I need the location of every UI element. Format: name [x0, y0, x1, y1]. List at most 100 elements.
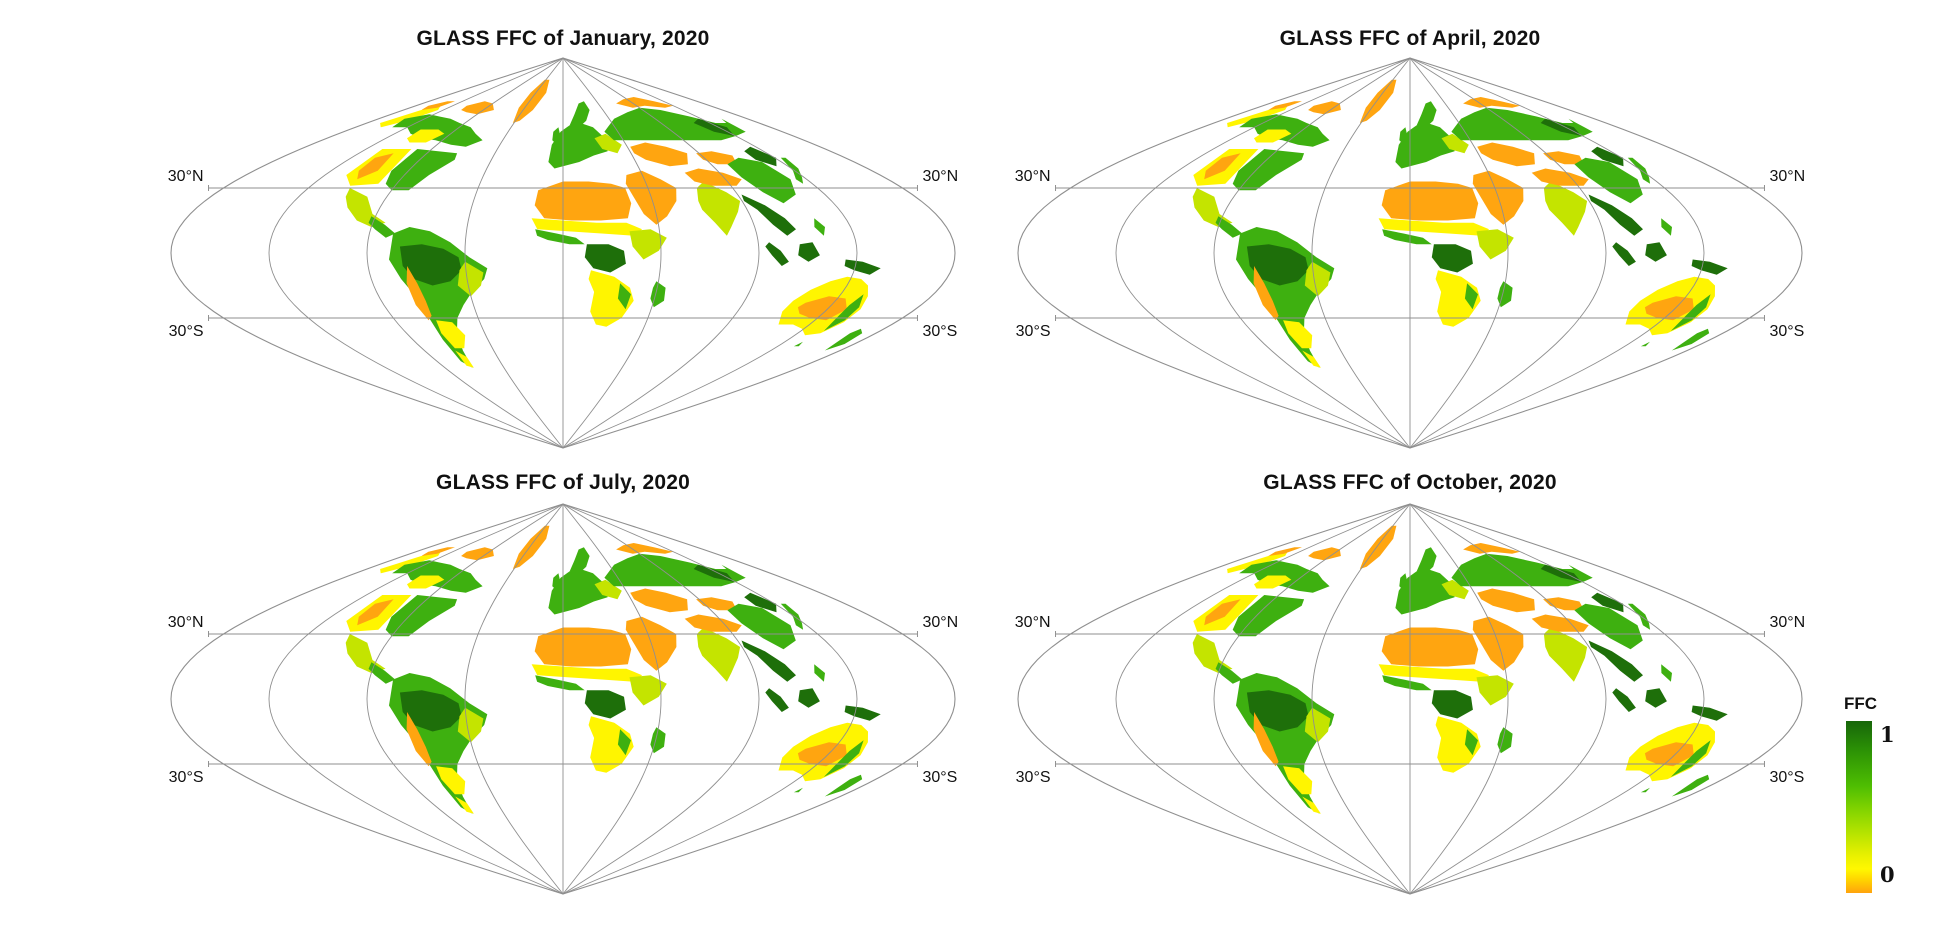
meridian-line: [1409, 503, 1509, 895]
region-british-isles: [1399, 127, 1408, 143]
region-tibet: [1531, 614, 1589, 632]
region-europe: [1395, 569, 1455, 615]
region-tasmania: [793, 341, 803, 347]
region-alaska-north-tundra: [1268, 547, 1302, 556]
region-australia-east-coast: [1670, 740, 1711, 777]
meridian-line: [1311, 57, 1411, 449]
meridian-line: [1115, 57, 1411, 449]
region-west-africa: [535, 675, 585, 691]
panel-title-october: GLASS FFC of October, 2020: [1263, 471, 1557, 494]
region-south-america: [1236, 227, 1335, 368]
region-canada-boreal: [392, 114, 483, 147]
region-patagonia: [1302, 350, 1321, 368]
region-korea-manchuria: [1591, 592, 1624, 613]
region-amazon: [399, 244, 462, 286]
region-philippines: [814, 664, 825, 682]
meridian-line: [562, 57, 662, 449]
ffc-legend: FFC 1 0: [1838, 694, 1946, 904]
region-tibet: [684, 614, 742, 632]
region-madagascar: [1497, 281, 1513, 308]
region-russia-tundra: [616, 543, 674, 554]
meridian-line: [562, 503, 662, 895]
region-india: [696, 627, 741, 682]
region-central-america: [368, 662, 396, 684]
region-south-america: [389, 227, 488, 368]
region-alaska-yukon: [1227, 105, 1288, 128]
region-australia-outback: [1644, 296, 1694, 321]
region-canada-tundra: [461, 101, 494, 115]
lat-label-30n-right: 30°N: [1769, 168, 1805, 185]
region-india: [1543, 181, 1588, 236]
region-new-guinea: [844, 705, 881, 721]
panel-title-july: GLASS FFC of July, 2020: [436, 471, 690, 494]
region-philippines: [814, 218, 825, 236]
meridian-line: [1409, 57, 1607, 449]
region-sumatra: [1612, 242, 1636, 266]
region-middle-east: [1472, 170, 1524, 225]
region-andes: [1253, 712, 1279, 767]
region-middle-east: [1472, 616, 1524, 671]
region-alaska-yukon: [380, 551, 441, 574]
region-us-east: [385, 149, 458, 191]
region-us-west: [1193, 149, 1259, 186]
region-siberia-taiga: [1451, 553, 1593, 587]
meridian-line: [366, 503, 564, 895]
region-philippines: [1661, 664, 1672, 682]
region-siberia-far-east: [693, 564, 735, 582]
region-siberia-far-east: [693, 118, 735, 136]
region-siberia-taiga: [604, 553, 746, 587]
region-canada-tundra: [461, 547, 494, 561]
region-west-africa: [1382, 229, 1432, 245]
map-july: 30°N 30°N 30°S 30°S: [168, 503, 958, 895]
lat-label-30n-right: 30°N: [922, 614, 958, 631]
legend-max-label: 1: [1880, 722, 1895, 747]
region-new-guinea: [1691, 705, 1728, 721]
region-greenland: [1359, 79, 1397, 123]
meridian-line: [1409, 503, 1705, 895]
region-russia-tundra: [616, 97, 674, 108]
region-west-africa: [1382, 675, 1432, 691]
region-mexico: [345, 188, 386, 227]
region-brazil-east: [457, 707, 484, 743]
region-southern-africa: [588, 270, 634, 327]
meridian-line: [1213, 503, 1411, 895]
region-tibet: [684, 168, 742, 186]
region-greenland: [1359, 525, 1397, 569]
region-siberia-taiga: [1451, 107, 1593, 141]
region-korea-manchuria: [744, 146, 777, 167]
meridian-line: [170, 57, 564, 449]
meridian-line: [464, 503, 564, 895]
region-canada-prairie: [407, 129, 445, 143]
region-alaska-yukon: [380, 105, 441, 128]
meridian-line: [562, 57, 760, 449]
region-new-zealand: [824, 328, 863, 351]
region-us-rockies: [1204, 599, 1241, 626]
region-gobi: [696, 597, 738, 611]
region-alaska-north-tundra: [421, 547, 455, 556]
meridian-line: [1409, 503, 1607, 895]
lat-label-30s-left: 30°S: [169, 769, 204, 786]
lat-label-30n-left: 30°N: [168, 614, 204, 631]
region-borneo: [798, 688, 820, 708]
region-us-rockies: [1204, 153, 1241, 180]
region-korea-manchuria: [744, 592, 777, 613]
region-argentina: [436, 320, 466, 349]
region-us-rockies: [357, 153, 394, 180]
region-patagonia: [455, 796, 474, 814]
region-china-east: [1574, 603, 1643, 650]
region-canada-tundra: [1308, 547, 1341, 561]
region-central-america: [1215, 662, 1243, 684]
region-east-africa: [1476, 229, 1514, 260]
region-east-africa: [1476, 675, 1514, 706]
region-canada-prairie: [407, 575, 445, 589]
region-southern-africa: [1435, 716, 1481, 773]
region-russia-tundra: [1463, 97, 1521, 108]
region-southeast-asia: [741, 640, 796, 682]
lat-label-30n-right: 30°N: [1769, 614, 1805, 631]
region-new-zealand: [824, 774, 863, 797]
lat-label-30s-right: 30°S: [1769, 323, 1804, 340]
region-british-isles: [552, 573, 561, 589]
figure-canvas: { "figure": { "type": "map-grid", "panel…: [167, 27, 1946, 904]
map-october: 30°N 30°N 30°S 30°S: [1015, 503, 1805, 895]
region-australia-outback: [797, 742, 847, 767]
